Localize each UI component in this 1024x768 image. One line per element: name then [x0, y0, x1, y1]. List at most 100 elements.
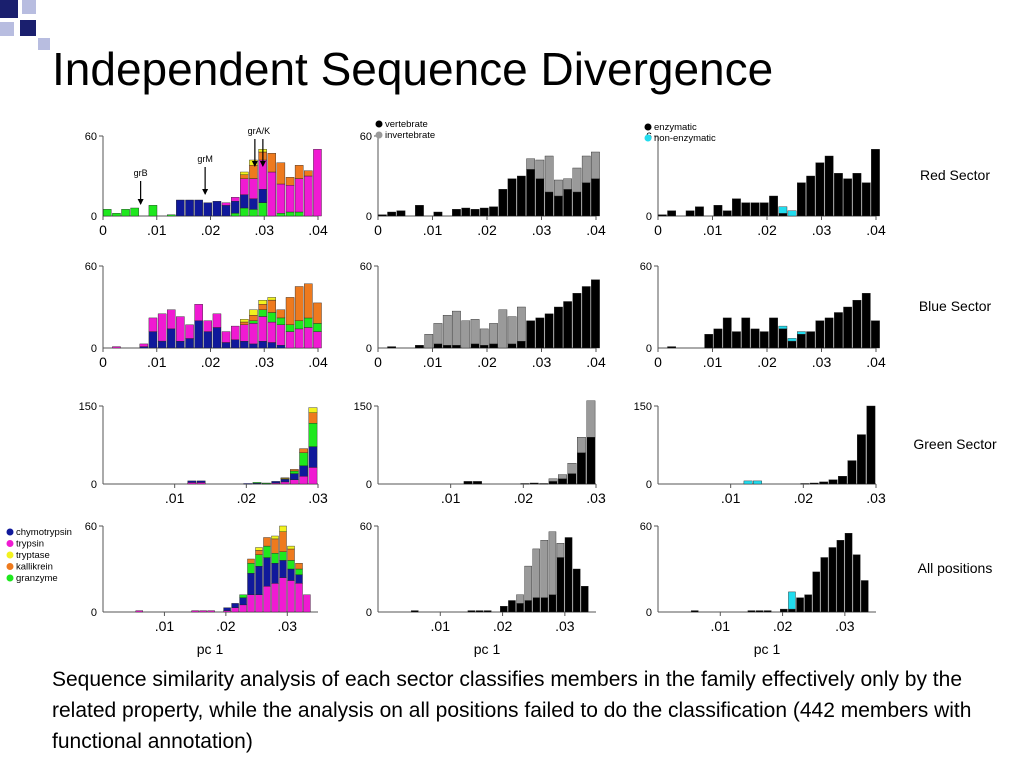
bar-chymotrypsin — [240, 340, 249, 349]
bar-vertebrate — [433, 343, 443, 349]
legend-label: invertebrate — [385, 130, 435, 141]
bar-trypsin — [135, 610, 144, 613]
bar-vertebrate — [442, 345, 452, 349]
deco-square-5 — [38, 38, 50, 50]
bar-vertebrate — [411, 610, 419, 613]
chart-red-taxon: 60 00 .01 .02 .03 .04 — [360, 131, 606, 238]
bar-vertebrate — [572, 191, 582, 217]
bar-granzyme — [285, 211, 295, 217]
row-label: Blue Sector — [919, 298, 992, 314]
bar-trypsin — [308, 467, 318, 485]
bar-invertebrate — [572, 167, 582, 193]
x-tick-label: .01 — [711, 618, 731, 634]
bar-kallikrein — [285, 297, 295, 325]
bar-chymotrypsin — [221, 342, 231, 349]
y-tick-label: 0 — [646, 211, 652, 223]
arrowhead — [137, 199, 144, 205]
bar-vertebrate — [475, 610, 484, 613]
y-tick-label: 60 — [85, 521, 97, 533]
bar-tryptase — [258, 299, 267, 305]
bar-trypsin — [285, 185, 295, 213]
bar-enzymatic — [778, 328, 788, 349]
bar-invertebrate — [577, 437, 586, 454]
legend-swatch-non_enzymatic — [644, 134, 652, 142]
bar-invertebrate — [498, 309, 508, 349]
bar-enzymatic — [695, 206, 704, 217]
bar-granzyme — [166, 214, 176, 217]
bar-chymotrypsin — [290, 473, 299, 481]
x-tick-label: .03 — [308, 490, 328, 506]
bar-invertebrate — [489, 323, 498, 345]
bar-chymotrypsin — [194, 320, 203, 349]
bar-vertebrate — [378, 214, 387, 217]
bar-chymotrypsin — [258, 340, 267, 349]
bar-trypsin — [230, 325, 240, 341]
bar-chymotrypsin — [230, 339, 240, 349]
bar-trypsin — [247, 594, 255, 613]
y-tick-label: 0 — [91, 343, 97, 355]
bar-enzymatic — [852, 554, 861, 613]
bar-enzymatic — [836, 540, 845, 613]
bar-enzymatic — [787, 340, 797, 349]
arrowhead — [251, 161, 258, 167]
arrowhead — [259, 161, 266, 167]
bar-granzyme — [258, 202, 267, 217]
bar-vertebrate — [577, 452, 586, 485]
page-title: Independent Sequence Divergence — [52, 43, 774, 95]
bar-enzymatic — [819, 481, 829, 485]
bar-enzymatic — [755, 610, 764, 613]
bar-trypsin — [258, 316, 267, 342]
bar-invertebrate — [461, 320, 471, 349]
bar-enzymatic — [843, 306, 853, 349]
bar-enzymatic — [861, 580, 869, 613]
bar-tryptase — [287, 545, 295, 550]
chart-all-taxon: 60 0 .01 .02 .03 — [360, 521, 596, 634]
x-tick-label: .03 — [532, 354, 552, 370]
bar-granzyme — [148, 205, 158, 217]
bar-chymotrypsin — [263, 557, 271, 587]
bar-enzymatic — [809, 482, 819, 485]
annotation-label: grA/K — [248, 126, 271, 136]
bar-chymotrypsin — [249, 198, 258, 210]
bar-vertebrate — [563, 189, 573, 217]
bar-trypsin — [221, 202, 231, 206]
y-tick-label: 60 — [360, 521, 372, 533]
bar-trypsin — [287, 580, 295, 613]
bar-enzymatic — [866, 405, 876, 485]
bar-vertebrate — [483, 610, 492, 613]
bar-chymotrypsin — [212, 327, 222, 349]
bar-non_enzymatic — [778, 206, 788, 214]
row-label: Green Sector — [913, 436, 997, 452]
bar-invertebrate — [558, 474, 567, 480]
bar-enzymatic — [769, 317, 778, 349]
legend-label: chymotrypsin — [16, 527, 72, 538]
chart-blue-family: 60 00 .01 .02 .03 .04 — [85, 261, 328, 370]
deco-square-4 — [20, 20, 36, 36]
bar-enzymatic — [778, 213, 788, 217]
bar-enzymatic — [852, 299, 862, 349]
bar-trypsin — [239, 604, 247, 613]
x-tick-label: .01 — [423, 222, 443, 238]
x-tick-label: .01 — [703, 222, 723, 238]
bar-tryptase — [267, 297, 277, 301]
bar-enzymatic — [763, 610, 772, 613]
bar-vertebrate — [467, 610, 476, 613]
bar-vertebrate — [517, 175, 526, 217]
bar-vertebrate — [540, 597, 549, 613]
bar-vertebrate — [507, 343, 517, 349]
bar-vertebrate — [526, 169, 536, 217]
bar-chymotrypsin — [185, 338, 194, 349]
legend-swatch-kallikrein — [6, 563, 14, 570]
x-tick-label: .03 — [812, 222, 832, 238]
bar-non_enzymatic — [787, 210, 797, 217]
bar-vertebrate — [508, 600, 516, 613]
bar-tryptase — [308, 407, 318, 414]
bar-trypsin — [276, 183, 286, 214]
bar-invertebrate — [540, 540, 549, 598]
bar-granzyme — [276, 213, 286, 217]
x-tick-label: .03 — [532, 222, 552, 238]
bar-chymotrypsin — [231, 603, 239, 608]
bar-chymotrypsin — [255, 565, 263, 596]
legend-label: trypsin — [16, 539, 44, 550]
bar-granzyme — [313, 323, 322, 332]
